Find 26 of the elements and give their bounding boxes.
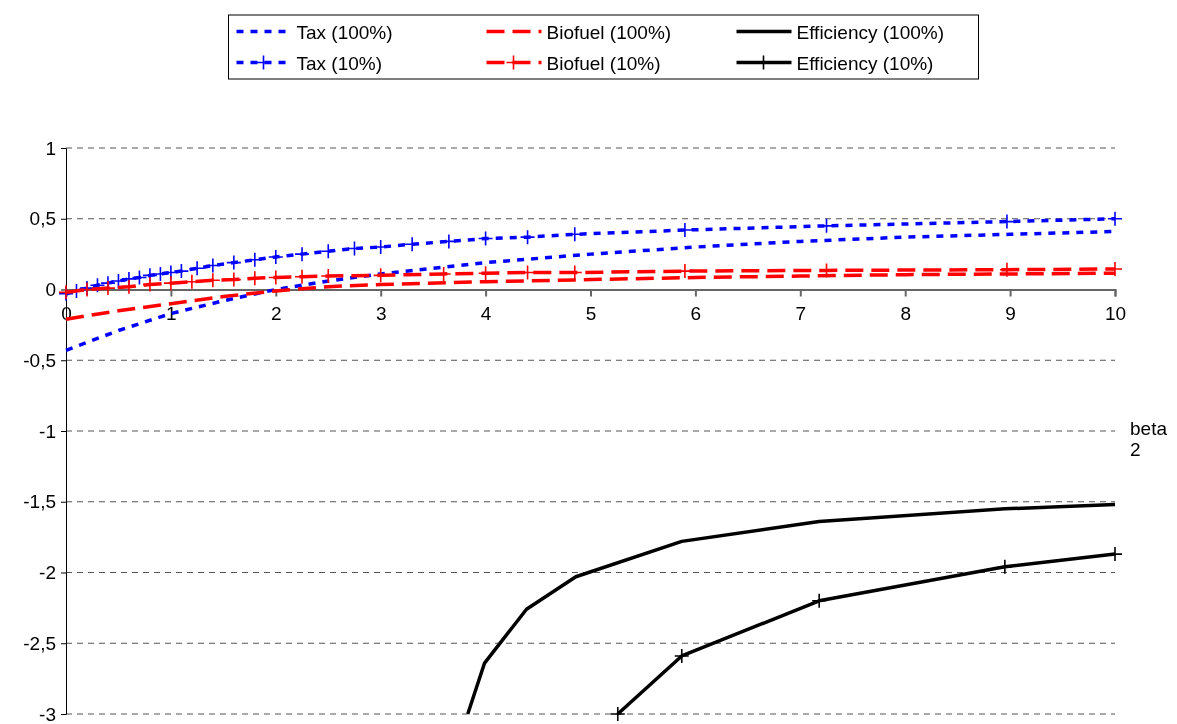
x-tick-label: 1 (166, 303, 177, 325)
x-tick-label: 8 (900, 303, 911, 325)
legend-label: Tax (100%) (296, 21, 393, 43)
x-tick-label: 5 (585, 303, 597, 325)
legend-label: Efficiency (100%) (796, 21, 944, 43)
legend-label: Tax (10%) (296, 52, 383, 74)
y-tick-label: 0,5 (29, 208, 56, 230)
y-tick-label: -3 (39, 703, 56, 724)
x-tick-label: 4 (480, 303, 492, 325)
y-tick-label: 0 (45, 279, 56, 301)
y-tick-label: -2 (39, 562, 56, 584)
legend-label: Biofuel (100%) (546, 21, 672, 43)
legend-label: Biofuel (10%) (546, 52, 661, 74)
y-tick-label: 1 (45, 137, 56, 159)
y-tick-label: -1 (39, 420, 56, 442)
x-tick-label: 2 (271, 303, 282, 325)
x-tick-label: 6 (690, 303, 702, 325)
x-tick-label: 9 (1005, 303, 1016, 325)
x-tick-label: 10 (1104, 303, 1127, 325)
x-axis-title: beta 2 (1130, 418, 1168, 460)
y-tick-label: -2,5 (23, 632, 56, 654)
x-tick-label: 3 (375, 303, 387, 325)
y-tick-label: -0,5 (23, 349, 56, 371)
y-tick-label: -1,5 (23, 491, 56, 513)
x-tick-label: 7 (795, 303, 807, 325)
legend-label: Efficiency (10%) (796, 52, 934, 74)
